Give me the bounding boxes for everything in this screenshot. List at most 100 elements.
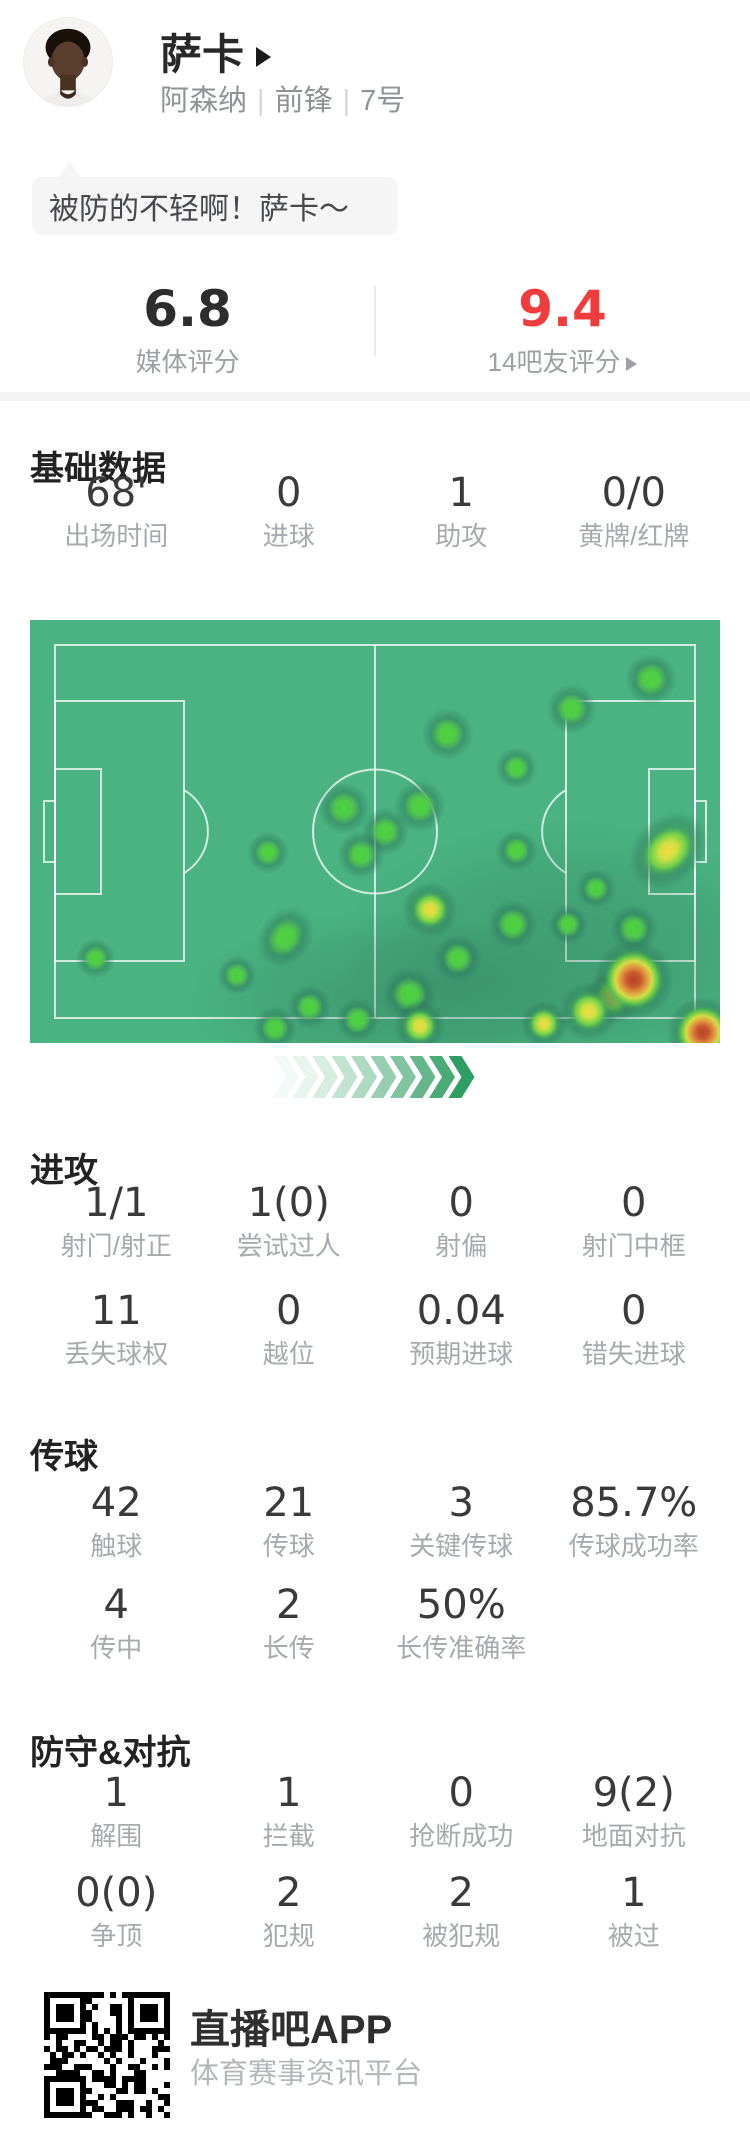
section-divider bbox=[0, 392, 750, 401]
stat-value: 2 bbox=[276, 1870, 302, 1916]
stat-cell: 42 触球 bbox=[30, 1480, 203, 1561]
chevron-icon bbox=[409, 1056, 436, 1098]
chevron-icon bbox=[312, 1056, 338, 1098]
stat-label: 射偏 bbox=[435, 1231, 488, 1261]
stat-label: 长传 bbox=[262, 1633, 315, 1663]
stat-cell: 0 越位 bbox=[203, 1288, 376, 1369]
stat-label: 被犯规 bbox=[422, 1921, 501, 1951]
app-name: 直播吧APP bbox=[190, 2008, 393, 2052]
stat-cell: 50% 长传准确率 bbox=[375, 1582, 548, 1663]
qr-code bbox=[44, 1992, 170, 2118]
stat-cell: 2 被犯规 bbox=[375, 1870, 548, 1951]
chevron-icon bbox=[351, 1056, 377, 1098]
ratings: 6.8 媒体评分 9.4 14吧友评分 bbox=[0, 283, 750, 383]
stat-label: 关键传球 bbox=[409, 1531, 514, 1561]
stat-cell: 85.7% 传球成功率 bbox=[548, 1480, 721, 1561]
stat-value: 0.04 bbox=[416, 1288, 506, 1334]
stat-label: 长传准确率 bbox=[396, 1633, 527, 1663]
stat-value: 2 bbox=[276, 1582, 302, 1628]
stat-value: 11 bbox=[90, 1288, 142, 1334]
pitch-svg bbox=[30, 620, 720, 1043]
fans-rating[interactable]: 9.4 14吧友评分 bbox=[375, 283, 750, 377]
stat-label: 射门/射正 bbox=[60, 1231, 172, 1261]
heat-blobs bbox=[75, 653, 720, 1043]
stat-label: 预期进球 bbox=[409, 1339, 514, 1369]
stat-value: 1 bbox=[276, 1770, 302, 1816]
stat-label: 争顶 bbox=[90, 1921, 143, 1951]
stat-cell: 0 射门中框 bbox=[548, 1180, 721, 1261]
stat-value: 21 bbox=[263, 1480, 315, 1526]
stat-cell: 0 射偏 bbox=[375, 1180, 548, 1261]
stat-label: 地面对抗 bbox=[581, 1821, 686, 1851]
stat-cell: 3 关键传球 bbox=[375, 1480, 548, 1561]
stat-cell: 1/1 射门/射正 bbox=[30, 1180, 203, 1261]
fans-rating-label-text: 14吧友评分 bbox=[487, 347, 621, 377]
stat-cell: 0 抢断成功 bbox=[375, 1770, 548, 1851]
stat-label: 被过 bbox=[607, 1921, 660, 1951]
basic-section-title: 基础数据 bbox=[30, 450, 166, 489]
stat-value: 1(0) bbox=[247, 1180, 330, 1226]
stat-cell: 0 进球 bbox=[203, 470, 376, 551]
stat-value: 2 bbox=[448, 1870, 474, 1916]
media-rating-label: 媒体评分 bbox=[135, 347, 240, 377]
stat-label: 黄牌/红牌 bbox=[578, 521, 690, 551]
chevron-icon bbox=[273, 1056, 299, 1098]
stat-label: 拦截 bbox=[262, 1821, 315, 1851]
player-photo bbox=[24, 18, 112, 106]
fans-rating-arrow-icon bbox=[626, 357, 638, 371]
stat-label: 错失进球 bbox=[581, 1339, 686, 1369]
stat-value: 42 bbox=[90, 1480, 142, 1526]
stat-value: 0/0 bbox=[601, 470, 666, 516]
stat-value: 0 bbox=[276, 1288, 302, 1334]
stat-cell: 2 犯规 bbox=[203, 1870, 376, 1951]
player-name-row[interactable]: 萨卡 bbox=[160, 30, 272, 80]
media-rating-value: 6.8 bbox=[143, 280, 232, 338]
comment-bubble: 被防的不轻啊！萨卡～ bbox=[32, 177, 398, 235]
chevron-icon bbox=[429, 1056, 455, 1098]
chevron-icon bbox=[370, 1056, 397, 1098]
stat-label: 射门中框 bbox=[581, 1231, 686, 1261]
stat-cell: 2 长传 bbox=[203, 1582, 376, 1663]
stat-value: 9(2) bbox=[592, 1770, 675, 1816]
stat-label: 助攻 bbox=[435, 521, 488, 551]
stat-cell: 0 错失进球 bbox=[548, 1288, 721, 1369]
stat-value: 0 bbox=[448, 1180, 474, 1226]
chevron-icon bbox=[331, 1056, 358, 1098]
stat-value: 3 bbox=[448, 1480, 474, 1526]
avatar[interactable] bbox=[23, 17, 113, 107]
stat-label: 传球成功率 bbox=[568, 1531, 699, 1561]
stat-value: 0 bbox=[448, 1770, 474, 1816]
player-name: 萨卡 bbox=[160, 31, 245, 78]
chevron-icon bbox=[292, 1056, 319, 1098]
heatmap-field bbox=[30, 620, 720, 1043]
chevron-arrows bbox=[273, 1056, 477, 1098]
attack-stats-row-2: 11 丢失球权 0 越位 0.04 预期进球 0 错失进球 bbox=[30, 1288, 720, 1369]
stat-value: 0 bbox=[621, 1180, 647, 1226]
stat-label: 越位 bbox=[262, 1339, 315, 1369]
passing-stats-row-2: 4 传中 2 长传 50% 长传准确率 bbox=[30, 1582, 720, 1663]
media-rating: 6.8 媒体评分 bbox=[0, 283, 375, 377]
attack-stats-row-1: 1/1 射门/射正 1(0) 尝试过人 0 射偏 0 射门中框 bbox=[30, 1180, 720, 1261]
stat-label: 进球 bbox=[262, 521, 315, 551]
stat-label: 丢失球权 bbox=[64, 1339, 169, 1369]
stat-label: 出场时间 bbox=[64, 521, 169, 551]
attack-section-title: 进攻 bbox=[30, 1152, 98, 1191]
stat-cell: 1(0) 尝试过人 bbox=[203, 1180, 376, 1261]
player-subline: 阿森纳 | 前锋 | 7号 bbox=[160, 84, 405, 118]
stat-cell: 1 被过 bbox=[548, 1870, 721, 1951]
chevron-icon bbox=[390, 1056, 416, 1098]
stat-label: 解围 bbox=[90, 1821, 143, 1851]
stat-value: 0 bbox=[276, 470, 302, 516]
stat-value: 50% bbox=[416, 1582, 506, 1628]
fans-rating-value: 9.4 bbox=[518, 280, 607, 338]
player-number: 7号 bbox=[360, 85, 406, 117]
stat-label: 抢断成功 bbox=[409, 1821, 514, 1851]
basic-stats-row: 68' 出场时间 0 进球 1 助攻 0/0 黄牌/红牌 bbox=[30, 470, 720, 551]
player-expand-icon bbox=[256, 47, 272, 67]
player-team: 阿森纳 bbox=[160, 85, 248, 117]
player-position: 前锋 bbox=[274, 85, 333, 117]
stat-label: 尝试过人 bbox=[236, 1231, 341, 1261]
stat-cell: 1 拦截 bbox=[203, 1770, 376, 1851]
app-description: 体育赛事资讯平台 bbox=[190, 2058, 423, 2090]
stat-value: 0(0) bbox=[75, 1870, 158, 1916]
